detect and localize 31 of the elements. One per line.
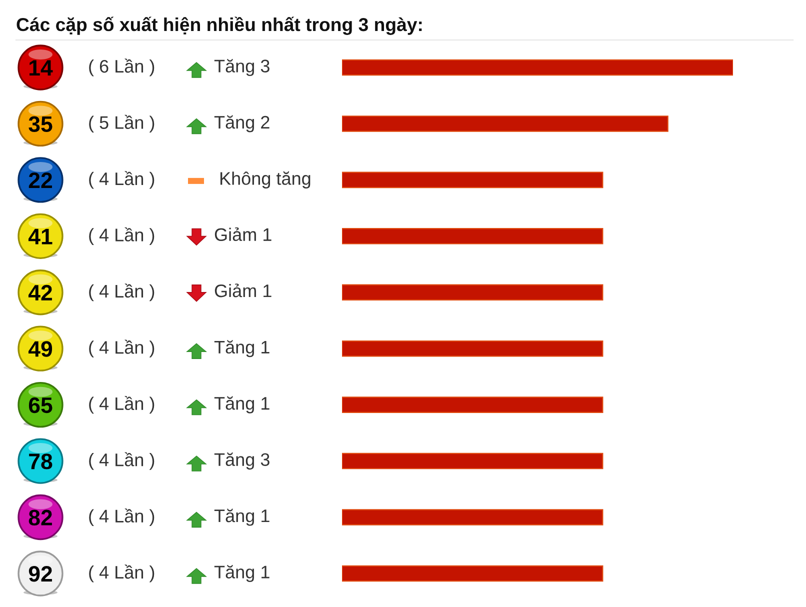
y-tick-label: 41	[28, 228, 52, 244]
y-tick-label: 35	[28, 116, 52, 132]
data-label: ( 4 Lần )	[89, 452, 154, 470]
text: Tăng 1	[214, 340, 270, 358]
data-label: ( 4 Lần )	[89, 396, 154, 414]
y-tick-label: 22	[28, 172, 52, 188]
y-tick-label: 78	[29, 454, 52, 470]
data-label: ( 4 Lần )	[89, 564, 154, 582]
text: Không tăng	[220, 171, 310, 188]
y-tick-label: 82	[28, 510, 52, 526]
y-tick-label: 92	[28, 566, 52, 582]
y-tick-label: 42	[28, 284, 52, 300]
text: Tăng 3	[214, 452, 270, 470]
data-label: ( 4 Lần )	[89, 171, 154, 189]
y-tick-label: 65	[28, 397, 52, 414]
text: Tăng 1	[214, 396, 270, 414]
text: Tăng 1	[214, 564, 270, 582]
text: Tăng 3	[214, 58, 270, 76]
text: Giảm 1	[214, 227, 272, 242]
data-label: ( 6 Lần )	[89, 58, 154, 76]
data-label: ( 4 Lần )	[89, 227, 154, 245]
y-tick-label: 49	[28, 341, 52, 357]
data-label: ( 4 Lần )	[89, 340, 154, 358]
text: Tăng 1	[214, 508, 270, 526]
text: Tăng 2	[214, 115, 270, 132]
chart-title: Các cặp số xuất hiện nhiều nhất trong 3 ngày:	[16, 16, 422, 35]
data-label: ( 4 Lần )	[89, 508, 154, 526]
y-tick-label: 14	[30, 60, 53, 76]
text: Giảm 1	[214, 284, 272, 298]
data-label: ( 5 Lần )	[89, 114, 154, 133]
data-label: ( 4 Lần )	[89, 284, 154, 302]
